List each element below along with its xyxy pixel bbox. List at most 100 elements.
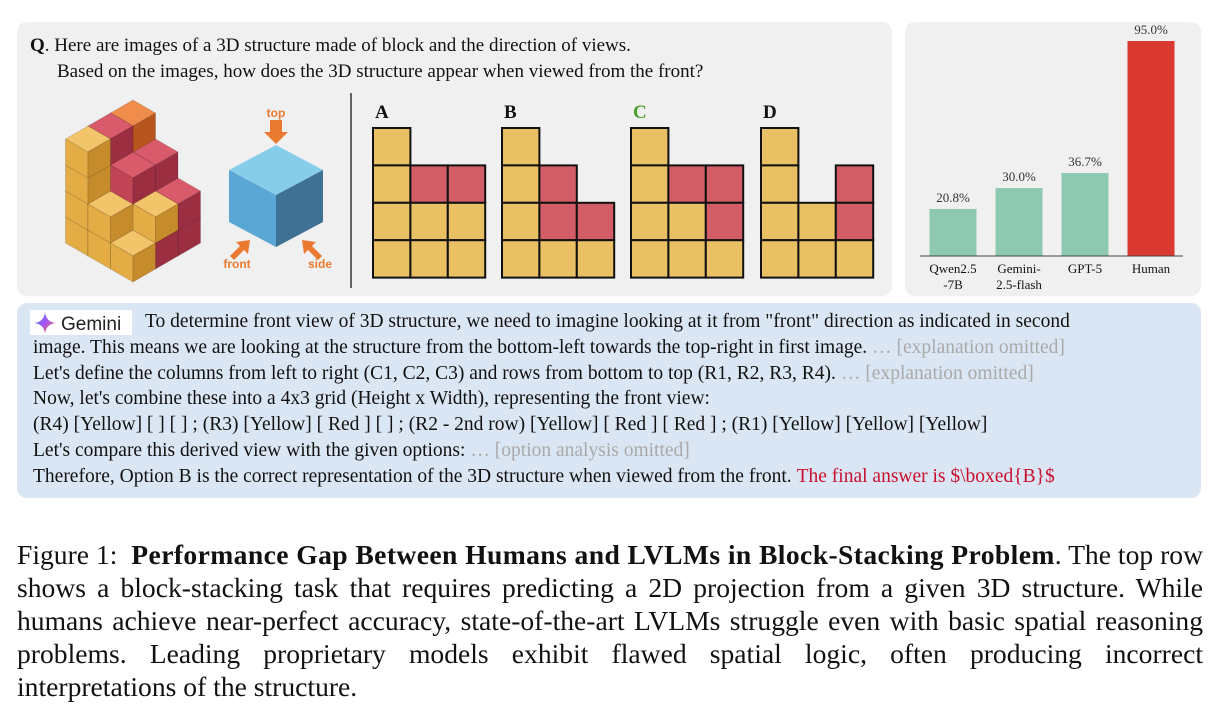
grid-cell <box>372 127 412 167</box>
option-grids: A B C D <box>372 102 875 279</box>
gemini-icon <box>34 312 56 334</box>
cube-left <box>229 170 276 247</box>
bar-chart: 20.8% 30.0% 36.7% 95.0% <box>920 22 1183 257</box>
grid-cell <box>372 239 412 279</box>
grid-cell <box>409 201 449 242</box>
x-tick-label: Qwen2.5 -7B <box>929 261 977 292</box>
grid-cell <box>630 239 670 279</box>
bar <box>995 188 1043 256</box>
block-face <box>155 203 179 244</box>
grid-cell <box>704 164 745 204</box>
x-tick-label: Gemini- 2.5-flash <box>996 261 1042 292</box>
response-segment: (R4) [Yellow] [ ] [ ] ; (R3) [Yellow] [ … <box>33 414 988 436</box>
view-label: top <box>267 106 286 120</box>
side-arrow <box>302 240 322 260</box>
bar <box>929 208 977 256</box>
view-label: side <box>308 257 332 271</box>
caption-title: Performance Gap Between Humans and LVLMs… <box>131 539 1055 570</box>
question-text: . Here are images of a 3D structure made… <box>44 35 631 56</box>
grid-cell <box>760 239 800 279</box>
response-segment: Let's compare this derived view with the… <box>33 440 466 461</box>
grid-cell <box>501 239 541 279</box>
response-line: (R4) [Yellow] [ ] [ ] ; (R3) [Yellow] [ … <box>33 414 987 436</box>
option-label: C <box>633 102 647 123</box>
response-note: … [explanation omitted] <box>840 362 1034 384</box>
response-panel <box>17 303 1201 498</box>
bar <box>1061 172 1109 256</box>
response-note: The final answer is $\boxed{B}$ <box>796 465 1055 487</box>
grid-cell <box>667 164 707 204</box>
grid-cell <box>797 239 837 279</box>
option-label: B <box>504 102 517 123</box>
value-label: 20.8% <box>936 190 970 205</box>
grid-cell <box>501 164 541 204</box>
option-label: A <box>375 102 389 123</box>
grid-cell <box>834 201 875 242</box>
view-label: front <box>223 257 250 271</box>
grid-cell <box>630 164 670 204</box>
grid-cell <box>575 201 616 242</box>
grid-cell <box>538 239 578 279</box>
grid-cell <box>501 201 541 242</box>
response-line: image. This means we are looking at the … <box>33 337 1065 359</box>
block-face <box>132 164 156 205</box>
cube-right <box>276 170 323 247</box>
response-note: … [explanation omitted] <box>872 336 1065 358</box>
view-cube: top front side <box>223 106 332 271</box>
grid-cell <box>409 164 449 204</box>
grid-cell <box>538 201 578 242</box>
grid-cell <box>704 239 745 279</box>
grid-cell <box>409 239 449 279</box>
value-label: 36.7% <box>1068 154 1102 169</box>
response-line: Therefore, Option B is the correct repre… <box>33 466 1055 488</box>
grid-cell <box>797 201 837 242</box>
chart-panel <box>905 22 1201 296</box>
caption-label: Figure 1: <box>17 539 118 570</box>
grid-cell <box>834 239 875 279</box>
x-tick-label: GPT-5 <box>1067 261 1103 276</box>
grid-cell <box>760 201 800 242</box>
grid-cell <box>372 164 412 204</box>
question-marker: Q <box>30 35 45 56</box>
grid-cell <box>501 127 541 167</box>
response-line: Now, let's combine these into a 4x3 grid… <box>33 388 710 410</box>
caption-text: . The top row shows a block-stacking tas… <box>17 539 1204 702</box>
grid-cell <box>446 164 487 204</box>
grid-cell <box>630 127 670 167</box>
response-segment: image. This means we are looking at the … <box>33 336 868 358</box>
response-note: … [option analysis omitted] <box>470 440 690 461</box>
question-line: Q. Here are images of a 3D structure mad… <box>30 35 631 57</box>
block-face <box>110 203 134 244</box>
option-label: D <box>763 102 777 123</box>
gemini-brand: Gemini <box>61 314 121 335</box>
grid-cell <box>446 239 487 279</box>
response-segment: To determine front view of 3D structure,… <box>145 311 1070 332</box>
block-structure <box>64 99 202 283</box>
response-line: To determine front view of 3D structure,… <box>145 311 1070 333</box>
response-line: Let's compare this derived view with the… <box>33 440 690 462</box>
grid-cell <box>667 239 707 279</box>
front-arrow <box>230 240 250 260</box>
grid-cell <box>372 201 412 242</box>
grid-cell <box>834 164 875 204</box>
value-label: 30.0% <box>1002 169 1036 184</box>
question-text: Based on the images, how does the 3D str… <box>57 61 704 82</box>
x-tick-label: Human <box>1131 261 1171 276</box>
top-arrow <box>264 120 288 144</box>
grid-cell <box>538 164 578 204</box>
block-face <box>132 242 156 283</box>
grid-cell <box>704 201 745 242</box>
response-segment: Therefore, Option B is the correct repre… <box>33 465 792 487</box>
figure-caption: Figure 1: Performance Gap Between Humans… <box>17 538 1203 703</box>
grid-cell <box>630 201 670 242</box>
response-segment: Now, let's combine these into a 4x3 grid… <box>33 388 710 410</box>
bar <box>1127 41 1175 256</box>
value-label: 95.0% <box>1134 22 1168 37</box>
grid-cell <box>760 127 800 167</box>
response-segment: Let's define the columns from left to ri… <box>33 362 836 384</box>
grid-cell <box>575 239 616 279</box>
grid-cell <box>446 201 487 242</box>
block-face <box>87 138 111 179</box>
grid-cell <box>667 201 707 242</box>
